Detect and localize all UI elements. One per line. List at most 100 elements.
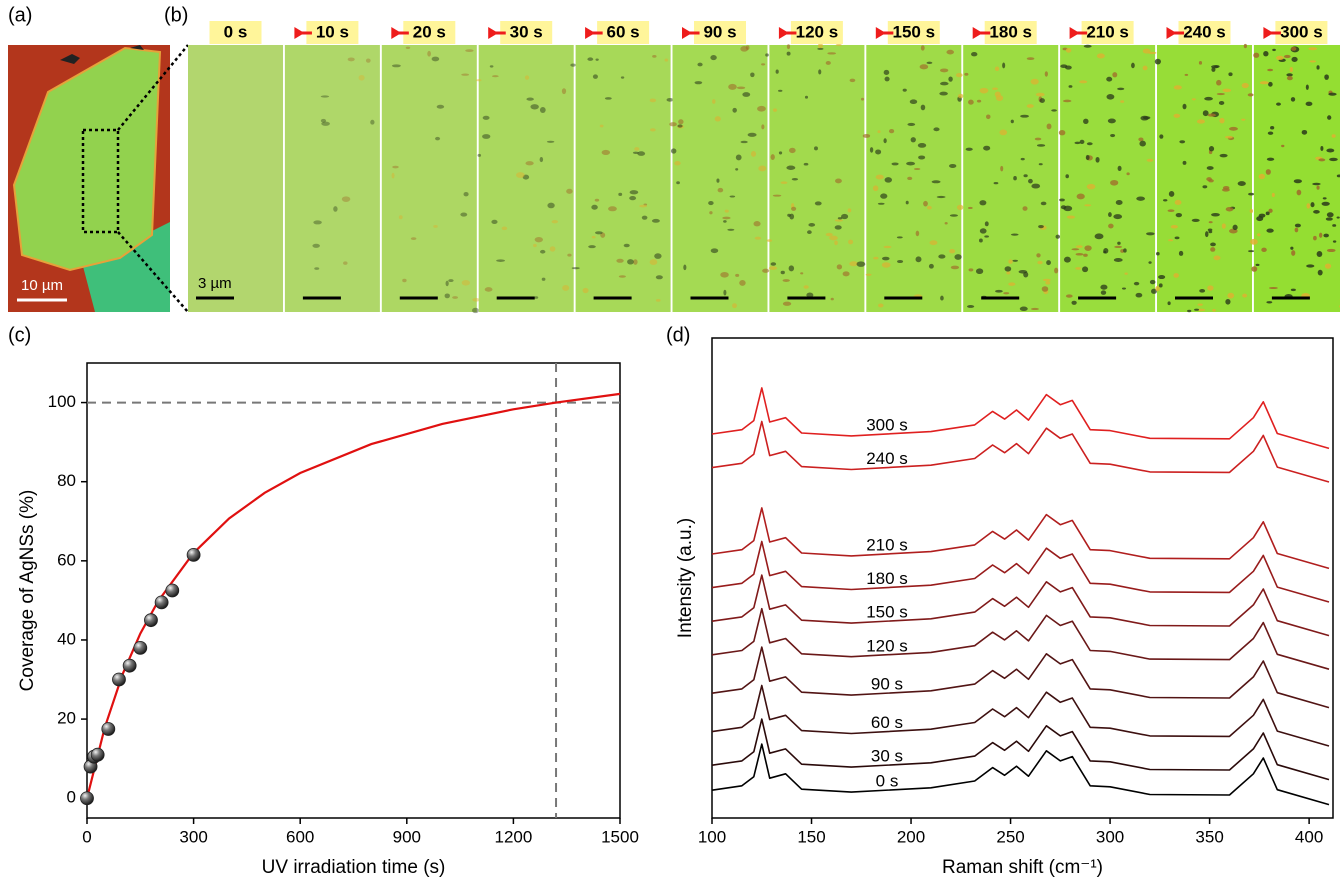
particle [588, 245, 596, 248]
x-tick-label: 600 [286, 827, 314, 846]
time-label: 30 s [510, 22, 543, 41]
particle [885, 177, 892, 182]
particle [482, 134, 490, 139]
particle [1143, 66, 1148, 71]
particle [343, 261, 347, 264]
particle [708, 201, 713, 205]
particle [720, 272, 728, 278]
particle [1051, 109, 1057, 111]
particle [695, 81, 703, 84]
particle [1168, 239, 1173, 241]
particle [938, 254, 945, 258]
particle [1217, 93, 1225, 95]
particle [1256, 264, 1260, 266]
particle [1228, 72, 1232, 76]
particle [1192, 219, 1200, 222]
particle [392, 64, 401, 67]
particle [861, 98, 864, 101]
particle [1011, 234, 1019, 236]
particle [652, 219, 660, 223]
particle [1148, 261, 1151, 264]
particle [1069, 85, 1073, 88]
series-label: 210 s [866, 535, 908, 554]
particle [1108, 224, 1114, 229]
particle [835, 219, 843, 221]
particle [1046, 260, 1051, 265]
particle [1322, 202, 1330, 206]
particle [957, 205, 964, 210]
particle [1110, 134, 1115, 137]
particle [950, 214, 958, 217]
particle [940, 68, 948, 72]
particle [1313, 210, 1320, 214]
particle [491, 220, 497, 224]
particle [966, 148, 973, 151]
particle [1256, 216, 1263, 221]
particle [916, 256, 922, 262]
data-point [123, 659, 136, 672]
y-tick-label: 80 [57, 471, 76, 490]
particle [1042, 286, 1049, 292]
particle [1302, 130, 1308, 135]
particle [1011, 120, 1014, 124]
particle [1169, 191, 1175, 197]
particle [949, 249, 955, 253]
particle [949, 164, 956, 168]
particle [314, 267, 319, 270]
particle [1291, 97, 1295, 102]
particle [1327, 212, 1334, 217]
particle [1216, 80, 1221, 86]
particle [903, 89, 907, 92]
particle [968, 207, 973, 209]
arrow-head [1070, 27, 1080, 39]
panel-label: (a) [8, 4, 32, 26]
particle [392, 166, 399, 169]
particle [940, 82, 948, 86]
particle [769, 266, 777, 270]
particle [1219, 101, 1224, 105]
particle [1000, 166, 1003, 172]
frame [1157, 45, 1252, 312]
particle [1045, 281, 1050, 285]
particle [995, 290, 1003, 293]
particle [735, 168, 738, 170]
particle [985, 221, 989, 226]
particle [1039, 163, 1043, 165]
particle [1337, 216, 1340, 218]
particle [831, 298, 834, 301]
particle [878, 203, 885, 205]
particle [1080, 140, 1085, 144]
particle [1077, 194, 1085, 200]
arrow-head [294, 27, 304, 39]
particle [891, 162, 898, 165]
particle [951, 266, 959, 270]
particle [1031, 79, 1039, 85]
particle [1087, 184, 1096, 190]
particle [1219, 118, 1224, 124]
particle [786, 166, 795, 170]
particle [968, 100, 974, 105]
particle [715, 116, 721, 121]
particle [875, 149, 881, 154]
particle [730, 195, 736, 197]
particle [1327, 249, 1336, 252]
particle [1100, 285, 1107, 290]
particle [1248, 250, 1254, 252]
particle [1290, 67, 1293, 72]
time-label: 10 s [316, 22, 349, 41]
particle [1005, 266, 1012, 271]
particle [639, 205, 647, 208]
particle [602, 150, 610, 155]
particle [1229, 127, 1238, 131]
particle [312, 244, 320, 248]
particle [1248, 193, 1254, 196]
particle [709, 211, 712, 214]
particle [1122, 287, 1126, 289]
particle [848, 240, 853, 245]
particle [1207, 285, 1213, 290]
particle [1306, 203, 1310, 209]
particle [980, 88, 989, 94]
particle [1112, 72, 1117, 77]
particle [945, 222, 948, 225]
